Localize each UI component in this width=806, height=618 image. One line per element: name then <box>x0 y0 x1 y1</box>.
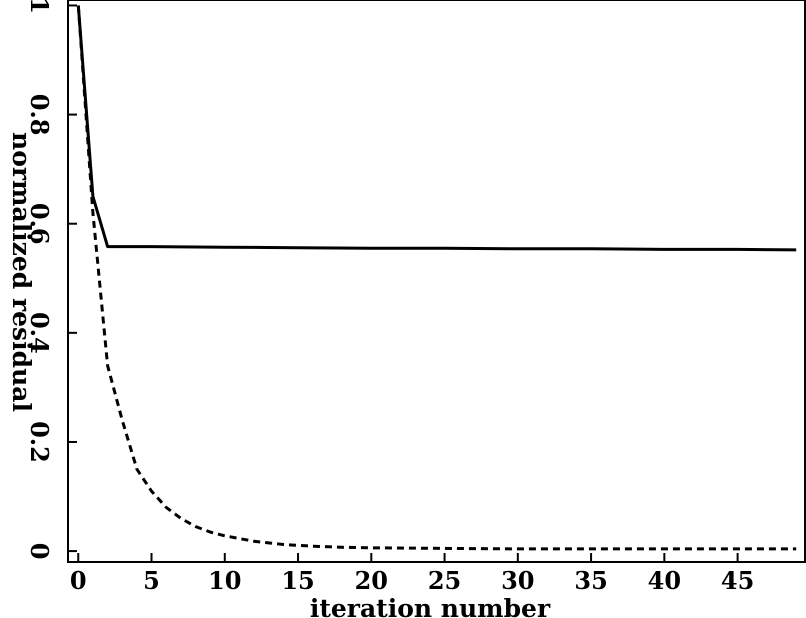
x-tick-label: 20 <box>355 566 388 595</box>
x-tick-label: 15 <box>281 566 314 595</box>
x-axis-title: iteration number <box>310 594 551 618</box>
y-tick-label: 0.4 <box>25 312 54 354</box>
y-tick-label: 0 <box>25 543 54 560</box>
series-line-dashed <box>76 5 797 551</box>
y-tick-label: 0.2 <box>25 421 54 463</box>
series-layer <box>76 5 797 551</box>
x-tick-label: 5 <box>143 566 160 595</box>
y-axis-title: normalized residual <box>7 132 36 412</box>
y-tick-label: 0.8 <box>25 94 54 136</box>
x-tick-label: 45 <box>721 566 754 595</box>
y-axis: 0 0.2 0.4 0.6 0.8 1 <box>25 0 77 559</box>
y-tick-label: 0.6 <box>25 203 54 245</box>
x-tick-label: 40 <box>648 566 681 595</box>
x-tick-label: 25 <box>428 566 461 595</box>
x-tick-label: 35 <box>574 566 607 595</box>
x-axis: 0 5 10 15 20 25 30 35 40 45 <box>70 553 754 595</box>
x-tick-label: 30 <box>501 566 534 595</box>
y-tick-label: 1 <box>25 0 54 14</box>
series-line-solid <box>76 5 797 252</box>
x-tick-label: 0 <box>70 566 87 595</box>
x-tick-label: 10 <box>208 566 241 595</box>
plot-frame <box>67 0 806 563</box>
